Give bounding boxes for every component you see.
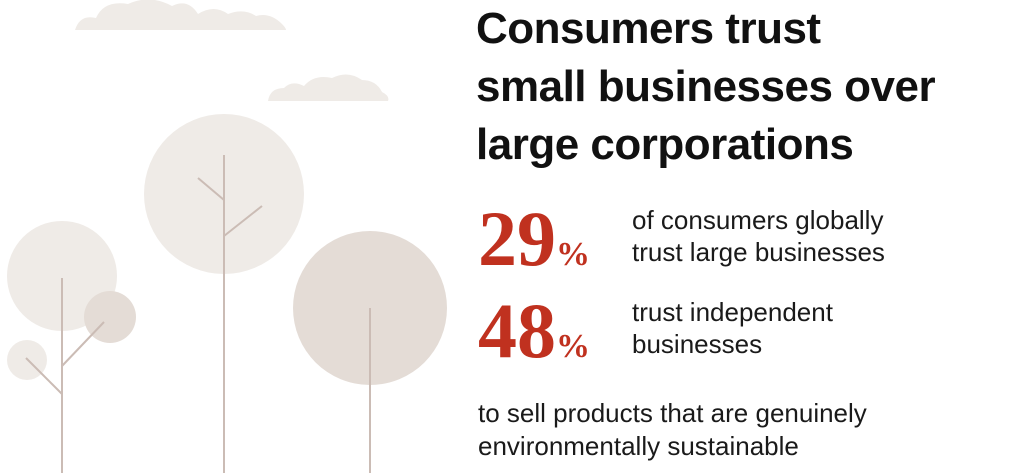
tree-illustration (7, 0, 447, 473)
stat-independent-businesses-label-line-2: businesses (632, 329, 763, 359)
footnote-line-2: environmentally sustainable (478, 431, 799, 461)
headline-line-1: Consumers trust (476, 4, 821, 53)
stat-independent-businesses-label-line-1: trust independent (632, 297, 833, 327)
stat-large-businesses-value: 29% (478, 200, 590, 294)
percent-sign: % (556, 236, 590, 273)
tree-left-trunk (25, 278, 105, 473)
cloud-top (75, 0, 286, 30)
stat-large-businesses-label-line-2: trust large businesses (632, 237, 885, 267)
stat-large-businesses-label-line-1: of consumers globally (632, 205, 884, 235)
stat-large-businesses-number: 29 (478, 195, 556, 282)
headline-line-2: small businesses over (476, 62, 936, 111)
stat-independent-businesses-number: 48 (478, 287, 556, 374)
percent-sign: % (556, 328, 590, 365)
stat-independent-businesses-value: 48% (478, 292, 590, 386)
footnote: to sell products that are genuinely envi… (478, 397, 998, 463)
tree-center-trunk (197, 155, 263, 473)
headline: Consumers trust small businesses over la… (476, 0, 1016, 174)
headline-line-3: large corporations (476, 120, 854, 169)
footnote-line-1: to sell products that are genuinely (478, 398, 867, 428)
cloud-middle (268, 74, 389, 101)
stat-large-businesses-label: of consumers globally trust large busine… (632, 204, 972, 268)
stat-independent-businesses-label: trust independent businesses (632, 296, 972, 360)
